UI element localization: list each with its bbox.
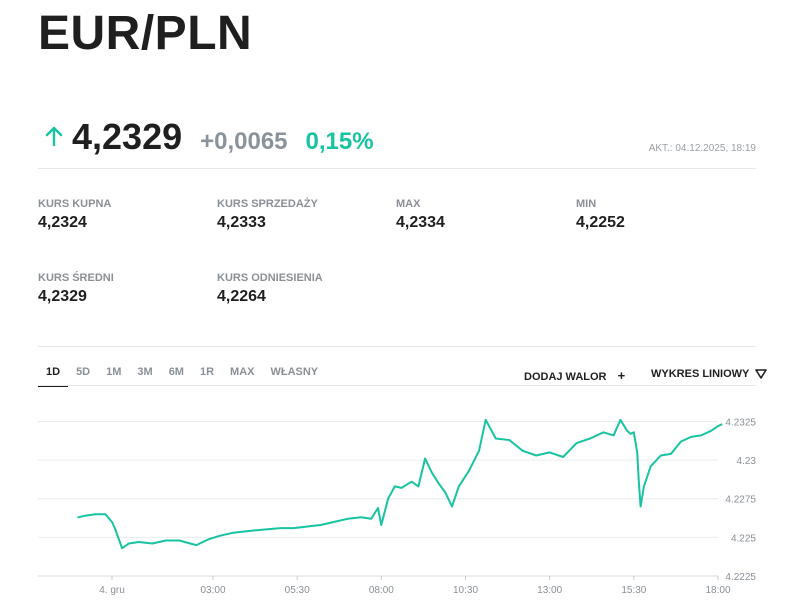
range-tab-1d[interactable]: 1D <box>38 362 69 387</box>
stat-label: KURS SPRZEDAŻY <box>217 198 318 210</box>
current-price: 4,2329 <box>72 116 183 157</box>
stat-value: 4,2324 <box>38 214 87 231</box>
y-tick-label: 4.225 <box>731 533 756 544</box>
price-chart-svg: 4.2225 4.225 4.2275 4.23 4.2325 4. gru 03:00 05… <box>38 417 757 596</box>
stat-min: MIN 4,2252 <box>576 198 625 232</box>
chart-type-label: WYKRES LINIOWY <box>651 368 750 380</box>
x-tick-label: 13:00 <box>537 585 562 596</box>
price-change-percent: 0,15% <box>305 128 374 155</box>
x-tick-label: 08:00 <box>369 585 394 596</box>
range-tab-max[interactable]: MAX <box>230 366 255 378</box>
stat-average-rate: KURS ŚREDNI 4,2329 <box>38 272 114 306</box>
x-tick-label: 4. gru <box>99 585 125 596</box>
x-tick-label: 15:30 <box>621 585 646 596</box>
stat-max: MAX 4,2334 <box>396 198 445 232</box>
range-tab-5d[interactable]: 5D <box>76 366 91 378</box>
series-line <box>77 418 723 550</box>
range-tabs: 1D 5D 1M 3M 6M 1R MAX WŁASNY <box>38 362 326 387</box>
stat-label: MAX <box>396 198 421 210</box>
stat-buy-rate: KURS KUPNA 4,2324 <box>38 198 111 232</box>
stat-value: 4,2264 <box>217 288 266 305</box>
stat-value: 4,2334 <box>396 214 445 231</box>
y-tick-label: 4.2225 <box>725 572 756 583</box>
price-change: +0,0065 <box>200 128 288 155</box>
chart-type-dropdown[interactable]: WYKRES LINIOWY <box>651 368 768 380</box>
stat-value: 4,2252 <box>576 214 625 231</box>
range-tab-1r[interactable]: 1R <box>199 366 215 378</box>
price-chart: 4.2225 4.225 4.2275 4.23 4.2325 4. gru 03:00 05… <box>0 386 794 606</box>
stat-value: 4,2329 <box>38 288 87 305</box>
last-updated: AKT.: 04.12.2025, 18:19 <box>648 143 756 154</box>
y-tick-label: 4.23 <box>737 456 757 467</box>
plus-icon: + <box>617 368 626 383</box>
stat-sell-rate: KURS SPRZEDAŻY 4,2333 <box>217 198 318 232</box>
stat-reference-rate: KURS ODNIESIENIA 4,2264 <box>217 272 323 306</box>
x-tick-label: 18:00 <box>705 585 730 596</box>
stat-label: KURS ODNIESIENIA <box>217 272 323 284</box>
x-tick-label: 03:00 <box>200 585 225 596</box>
divider <box>38 385 756 386</box>
divider <box>38 346 756 347</box>
range-tab-1m[interactable]: 1M <box>106 366 122 378</box>
quote-row: 4,2329 +0,0065 0,15% <box>44 116 374 158</box>
triangle-down-icon <box>755 369 768 379</box>
add-instrument-label: DODAJ WALOR <box>524 371 607 383</box>
range-tab-6m[interactable]: 6M <box>168 366 184 378</box>
stat-label: KURS KUPNA <box>38 198 112 210</box>
range-tab-custom[interactable]: WŁASNY <box>270 366 319 378</box>
page-title: EUR/PLN <box>38 7 253 60</box>
stat-label: MIN <box>576 198 597 210</box>
range-tab-3m[interactable]: 3M <box>137 366 153 378</box>
stat-value: 4,2333 <box>217 214 266 231</box>
x-tick-label: 10:30 <box>453 585 478 596</box>
divider <box>38 168 756 169</box>
x-tick-label: 05:30 <box>285 585 310 596</box>
y-tick-label: 4.2275 <box>725 495 756 506</box>
arrow-up-icon <box>45 126 63 147</box>
add-instrument-button[interactable]: DODAJ WALOR + <box>524 368 625 383</box>
y-tick-label: 4.2325 <box>725 417 756 428</box>
stat-label: KURS ŚREDNI <box>38 272 114 284</box>
